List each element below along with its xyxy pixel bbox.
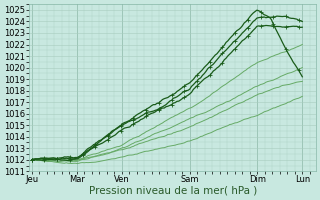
X-axis label: Pression niveau de la mer( hPa ): Pression niveau de la mer( hPa ) bbox=[89, 186, 257, 196]
